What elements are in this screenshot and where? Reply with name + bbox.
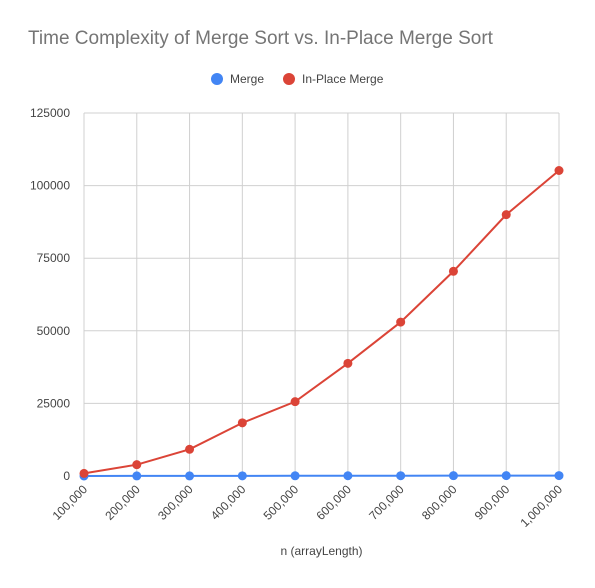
data-point bbox=[554, 471, 564, 481]
data-point bbox=[554, 165, 564, 175]
x-tick-label: 200,000 bbox=[102, 482, 143, 523]
data-point bbox=[396, 471, 406, 481]
data-point bbox=[501, 471, 511, 481]
data-point bbox=[396, 317, 406, 327]
x-tick-label: 700,000 bbox=[366, 482, 407, 523]
y-tick-label: 50000 bbox=[37, 324, 71, 338]
legend-marker bbox=[211, 73, 223, 85]
x-tick-label: 1,000,000 bbox=[517, 482, 565, 530]
y-tick-label: 25000 bbox=[37, 396, 71, 410]
data-point bbox=[79, 468, 89, 478]
x-tick-label: 900,000 bbox=[472, 482, 513, 523]
legend-label: Merge bbox=[230, 72, 264, 86]
data-point bbox=[185, 444, 195, 454]
y-tick-label: 125000 bbox=[30, 106, 70, 120]
chart-title: Time Complexity of Merge Sort vs. In-Pla… bbox=[28, 28, 493, 49]
x-tick-label: 800,000 bbox=[419, 482, 460, 523]
series-line bbox=[83, 169, 560, 475]
x-tick-label: 600,000 bbox=[313, 482, 354, 523]
y-tick-label: 0 bbox=[63, 469, 70, 483]
data-point bbox=[132, 460, 142, 470]
data-point bbox=[237, 471, 247, 481]
data-point bbox=[501, 210, 511, 220]
legend-marker bbox=[283, 73, 295, 85]
data-point bbox=[448, 471, 458, 481]
x-axis-label: n (arrayLength) bbox=[280, 544, 362, 558]
x-tick-label: 500,000 bbox=[261, 482, 302, 523]
data-point bbox=[185, 471, 195, 481]
data-point bbox=[343, 358, 353, 368]
data-point bbox=[290, 471, 300, 481]
legend-label: In-Place Merge bbox=[302, 72, 384, 86]
data-point bbox=[132, 471, 142, 481]
data-point bbox=[343, 471, 353, 481]
y-tick-label: 100000 bbox=[30, 179, 70, 193]
data-point bbox=[237, 418, 247, 428]
data-point bbox=[290, 397, 300, 407]
data-point bbox=[448, 266, 458, 276]
y-tick-label: 75000 bbox=[37, 251, 71, 265]
x-tick-label: 100,000 bbox=[50, 482, 91, 523]
x-tick-label: 300,000 bbox=[155, 482, 196, 523]
x-tick-label: 400,000 bbox=[208, 482, 249, 523]
